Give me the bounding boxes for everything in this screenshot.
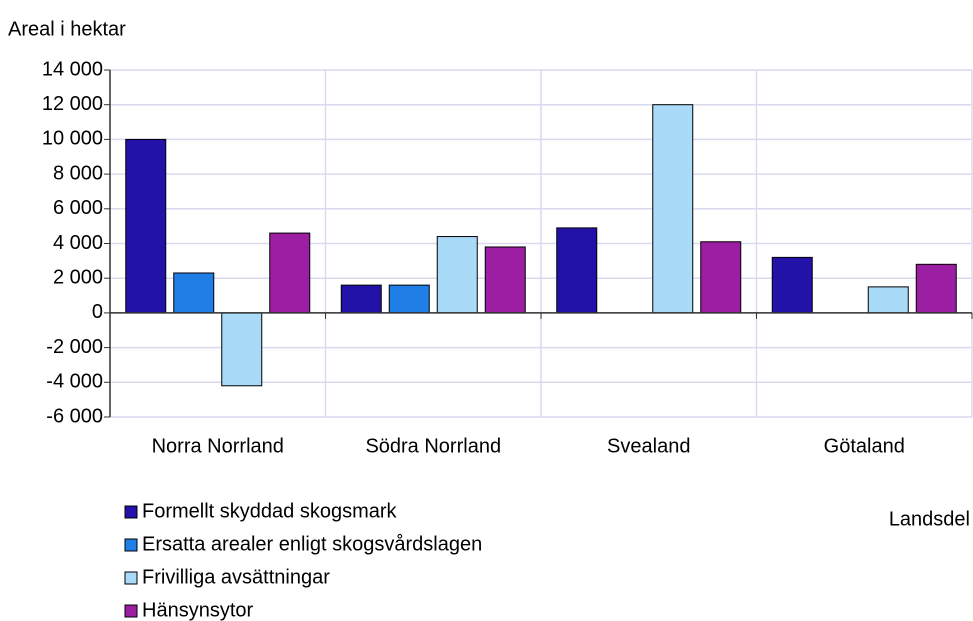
bar — [771, 256, 813, 314]
bar — [484, 246, 526, 314]
y-tick-label: 6 000 — [53, 197, 103, 219]
bar — [867, 286, 909, 314]
bar — [652, 104, 694, 314]
legend-label: Hänsynsytor — [142, 599, 253, 621]
y-tick-label: 12 000 — [42, 93, 103, 115]
legend-label: Ersatta arealer enligt skogsvårdslagen — [142, 533, 482, 555]
legend-swatch — [124, 571, 138, 585]
bar — [700, 241, 742, 314]
bar — [125, 138, 167, 314]
legend-swatch — [124, 538, 138, 552]
x-tick-label: Södra Norrland — [365, 435, 501, 457]
y-tick-label: -6 000 — [46, 405, 103, 427]
x-tick-label: Svealand — [607, 435, 690, 457]
y-tick-label: -2 000 — [46, 336, 103, 358]
legend-label: Frivilliga avsättningar — [142, 566, 330, 588]
bar — [915, 263, 957, 314]
y-tick-label: 4 000 — [53, 232, 103, 254]
legend-swatch — [124, 604, 138, 618]
legend-swatch — [124, 505, 138, 519]
y-tick-label: -4 000 — [46, 371, 103, 393]
bar — [556, 227, 598, 314]
y-tick-label: 2 000 — [53, 266, 103, 288]
y-tick-label: 10 000 — [42, 128, 103, 150]
bar — [221, 312, 263, 387]
bar — [388, 284, 430, 314]
y-tick-label: 0 — [92, 301, 103, 323]
bar — [173, 272, 215, 314]
bar — [436, 236, 478, 314]
y-tick-label: 8 000 — [53, 162, 103, 184]
legend-label: Formellt skyddad skogsmark — [142, 500, 398, 522]
x-axis-label: Landsdel — [889, 508, 970, 530]
y-axis-label: Areal i hektar — [8, 18, 126, 40]
y-tick-label: 14 000 — [42, 58, 103, 80]
bar — [269, 232, 311, 314]
x-tick-label: Norra Norrland — [152, 435, 284, 457]
bar — [340, 284, 382, 314]
x-tick-label: Götaland — [824, 435, 905, 457]
